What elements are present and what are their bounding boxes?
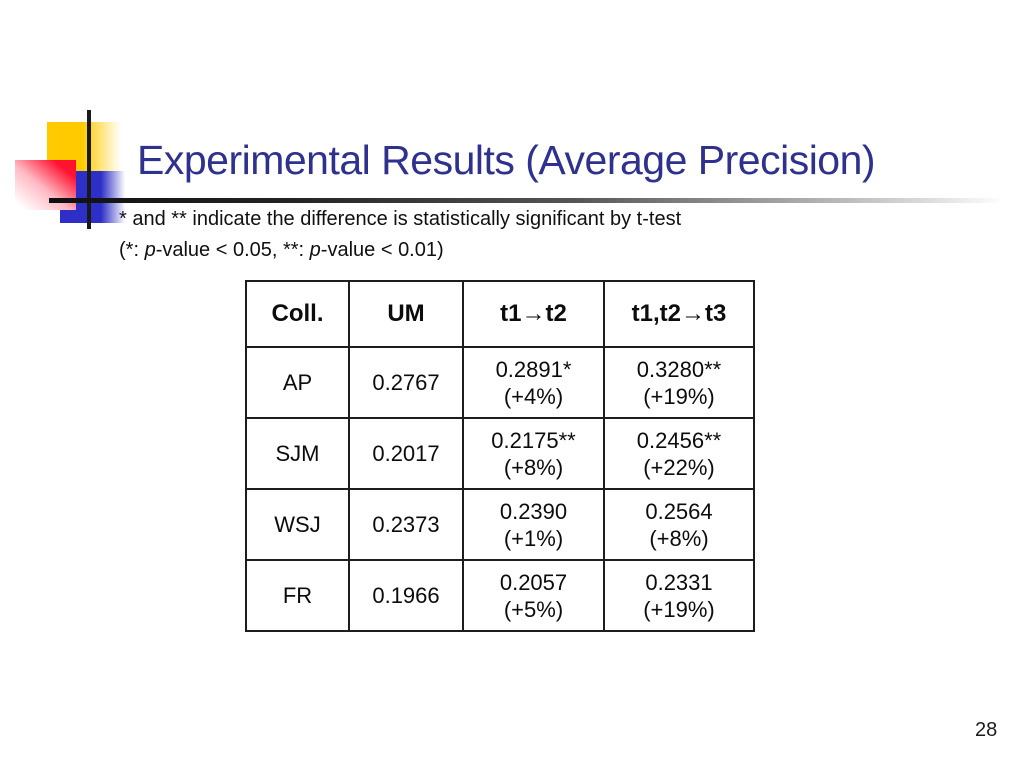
cell-um: 0.1966 <box>348 559 464 632</box>
note-line-2-text: -value < 0.05, **: <box>155 239 310 261</box>
page-number: 28 <box>975 719 998 741</box>
title-underline-rule <box>49 198 1005 203</box>
note-line-2-text: (*: <box>119 239 145 261</box>
table-header-row: Coll. UM t1→t2 t1,t2→t3 <box>245 280 755 348</box>
header-coll: Coll. <box>245 280 350 348</box>
cell-value: 0.2057 <box>499 569 568 595</box>
header-t1-t2: t1→t2 <box>462 280 605 348</box>
header-um: UM <box>348 280 464 348</box>
cell-percent: (+5%) <box>503 596 564 622</box>
cell-um: 0.2767 <box>348 346 464 419</box>
table-row: FR 0.1966 0.2057 (+5%) 0.2331 (+19%) <box>245 559 755 632</box>
header-t1t2-t3: t1,t2→t3 <box>603 280 755 348</box>
cell-value: 0.2564 <box>645 498 713 524</box>
cell-percent: (+8%) <box>649 525 709 551</box>
cell-t1-t2: 0.2057 (+5%) <box>462 559 605 632</box>
cell-percent: (+19%) <box>643 383 715 409</box>
cell-value: 0.2175** <box>491 427 576 453</box>
note-line-2: (*: p-value < 0.05, **: p-value < 0.01) <box>119 235 681 266</box>
note-line-1: * and ** indicate the difference is stat… <box>119 208 682 230</box>
cell-value: 0.2891* <box>495 356 572 382</box>
logo-vertical-line <box>87 110 91 229</box>
cell-value: 0.3280** <box>636 356 722 382</box>
cell-coll: FR <box>245 559 350 632</box>
cell-um: 0.2017 <box>348 417 464 490</box>
cell-percent: (+19%) <box>643 596 715 622</box>
cell-um: 0.2373 <box>348 488 464 561</box>
cell-value: 0.2390 <box>499 498 568 524</box>
cell-coll: SJM <box>245 417 350 490</box>
cell-percent: (+1%) <box>503 525 564 551</box>
cell-percent: (+8%) <box>503 454 564 480</box>
cell-percent: (+4%) <box>503 383 564 409</box>
cell-percent: (+22%) <box>643 454 715 480</box>
cell-t1-t2: 0.2390 (+1%) <box>462 488 605 561</box>
cell-t1-t2: 0.2175** (+8%) <box>462 417 605 490</box>
p-italic: p <box>309 239 321 261</box>
table-row: AP 0.2767 0.2891* (+4%) 0.3280** (+19%) <box>245 346 755 419</box>
table-row: SJM 0.2017 0.2175** (+8%) 0.2456** (+22%… <box>245 417 755 490</box>
cell-value: 0.2331 <box>645 569 713 595</box>
cell-value: 0.2456** <box>636 427 722 453</box>
p-italic: p <box>144 239 156 261</box>
cell-t1t2-t3: 0.3280** (+19%) <box>603 346 755 419</box>
results-table: Coll. UM t1→t2 t1,t2→t3 AP 0.2767 0.2891… <box>245 280 755 632</box>
page-title: Experimental Results (Average Precision) <box>137 137 876 183</box>
note-line-2-text: -value < 0.01) <box>320 239 444 261</box>
cell-t1t2-t3: 0.2456** (+22%) <box>603 417 755 490</box>
table-row: WSJ 0.2373 0.2390 (+1%) 0.2564 (+8%) <box>245 488 755 561</box>
significance-notes: * and ** indicate the difference is stat… <box>119 204 681 266</box>
cell-t1t2-t3: 0.2331 (+19%) <box>603 559 755 632</box>
cell-t1t2-t3: 0.2564 (+8%) <box>603 488 755 561</box>
cell-coll: AP <box>245 346 350 419</box>
cell-t1-t2: 0.2891* (+4%) <box>462 346 605 419</box>
cell-coll: WSJ <box>245 488 350 561</box>
